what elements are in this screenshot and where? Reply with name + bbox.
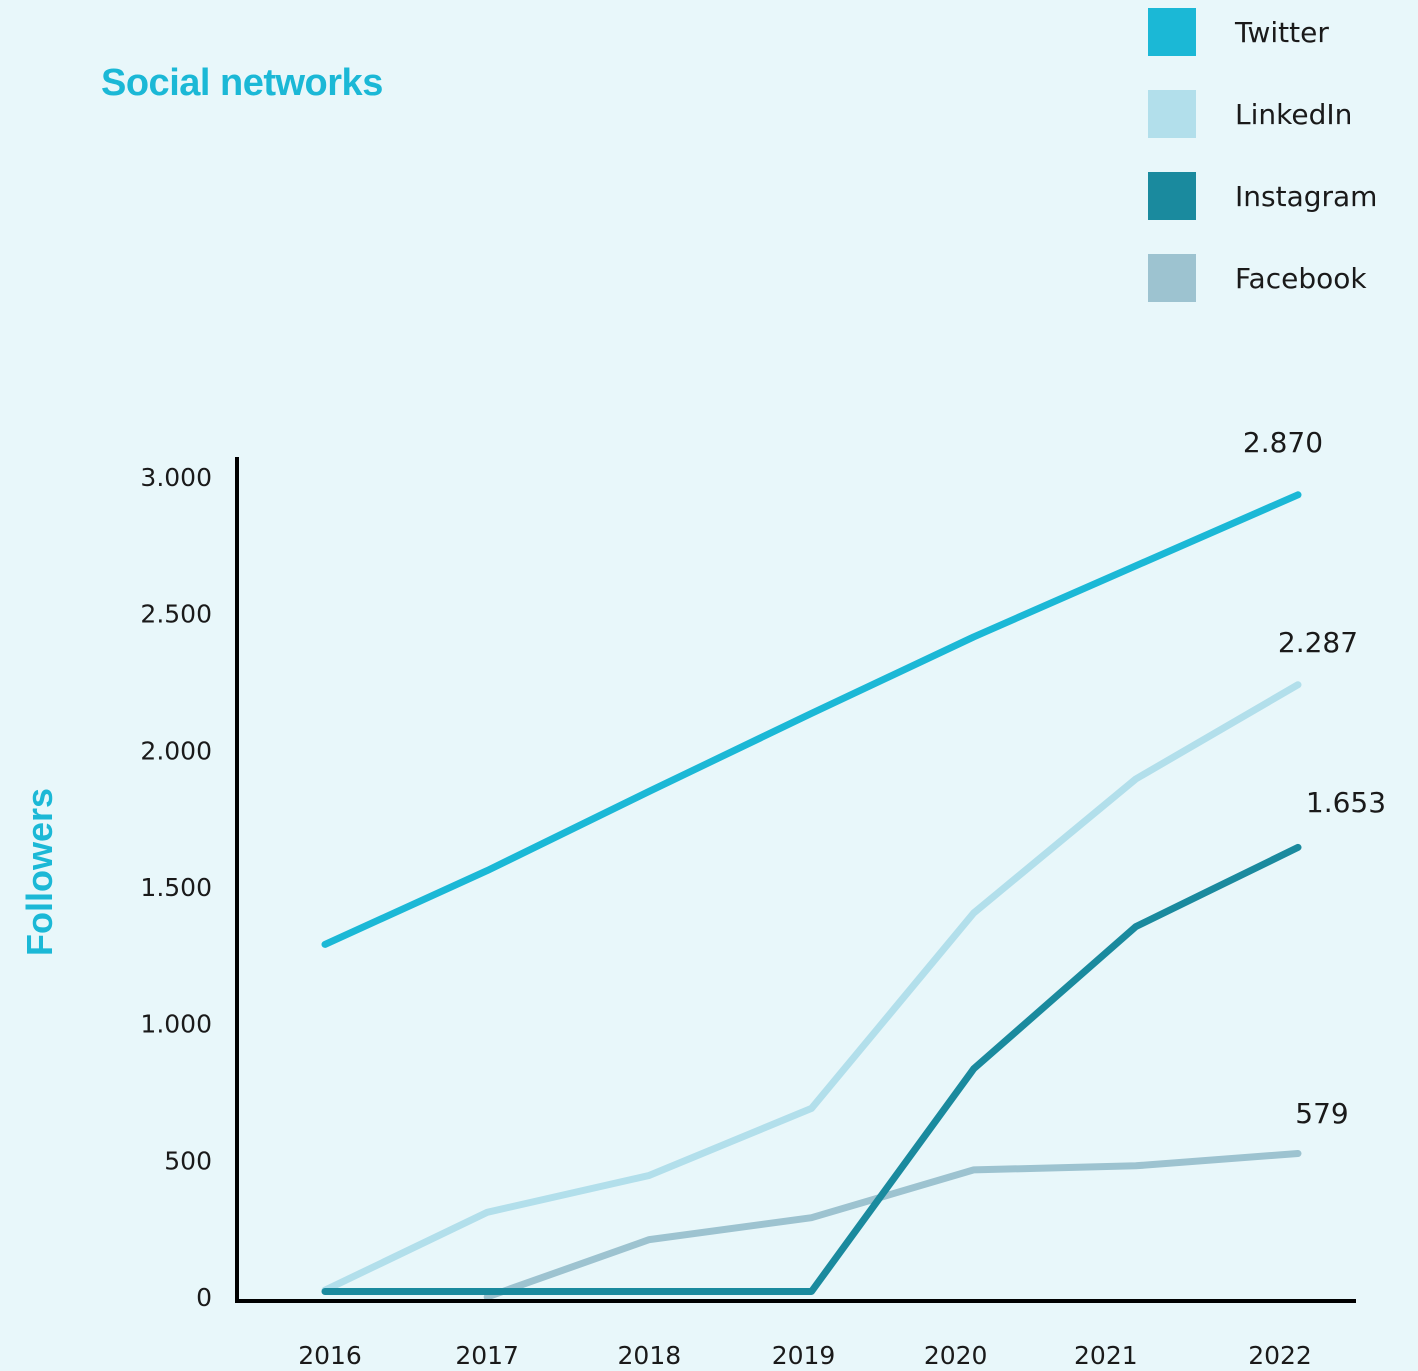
- legend-label-instagram: Instagram: [1235, 180, 1378, 213]
- series-layer: [321, 491, 1302, 1301]
- x-tick-label: 2022: [1248, 1341, 1312, 1370]
- series-line-twitter: [321, 491, 1302, 948]
- y-tick-label: 500: [164, 1146, 212, 1175]
- x-tick-label: 2021: [1074, 1341, 1138, 1370]
- x-tick-label: 2019: [772, 1341, 836, 1370]
- legend-swatch-instagram: [1148, 172, 1196, 220]
- legend-swatch-twitter: [1148, 8, 1196, 56]
- y-tick-label: 2.000: [140, 736, 212, 765]
- x-tick-label: 2018: [618, 1341, 682, 1370]
- y-tick-label: 3.000: [140, 463, 212, 492]
- data-label-facebook: 579: [1295, 1097, 1348, 1130]
- data-label-linkedin: 2.287: [1278, 626, 1358, 659]
- x-tick-label: 2020: [924, 1341, 988, 1370]
- x-tick-label: 2017: [455, 1341, 519, 1370]
- data-labels: 2.870 2.287 1.653 579: [1243, 426, 1386, 1130]
- legend-label-facebook: Facebook: [1235, 262, 1367, 295]
- series-line-facebook: [483, 1150, 1302, 1301]
- chart-title: Social networks: [101, 62, 383, 104]
- y-tick-label: 1.500: [140, 873, 212, 902]
- legend-label-twitter: Twitter: [1235, 16, 1329, 49]
- y-axis-title: Followers: [19, 788, 60, 956]
- legend-swatch-facebook: [1148, 254, 1196, 302]
- series-line-linkedin: [321, 681, 1302, 1294]
- legend-swatch-linkedin: [1148, 90, 1196, 138]
- y-tick-label: 1.000: [140, 1010, 212, 1039]
- y-tick-label: 0: [196, 1283, 212, 1312]
- data-label-twitter: 2.870: [1243, 426, 1323, 459]
- y-tick-labels: 0 500 1.000 1.500 2.000 2.500 3.000: [140, 463, 212, 1312]
- x-tick-labels: 2016 2017 2018 2019 2020 2021 2022: [298, 1341, 1312, 1370]
- x-tick-label: 2016: [298, 1341, 362, 1370]
- series-line-instagram: [321, 843, 1302, 1295]
- data-label-instagram: 1.653: [1306, 786, 1386, 819]
- y-tick-label: 2.500: [140, 600, 212, 629]
- legend-label-linkedin: LinkedIn: [1235, 98, 1353, 131]
